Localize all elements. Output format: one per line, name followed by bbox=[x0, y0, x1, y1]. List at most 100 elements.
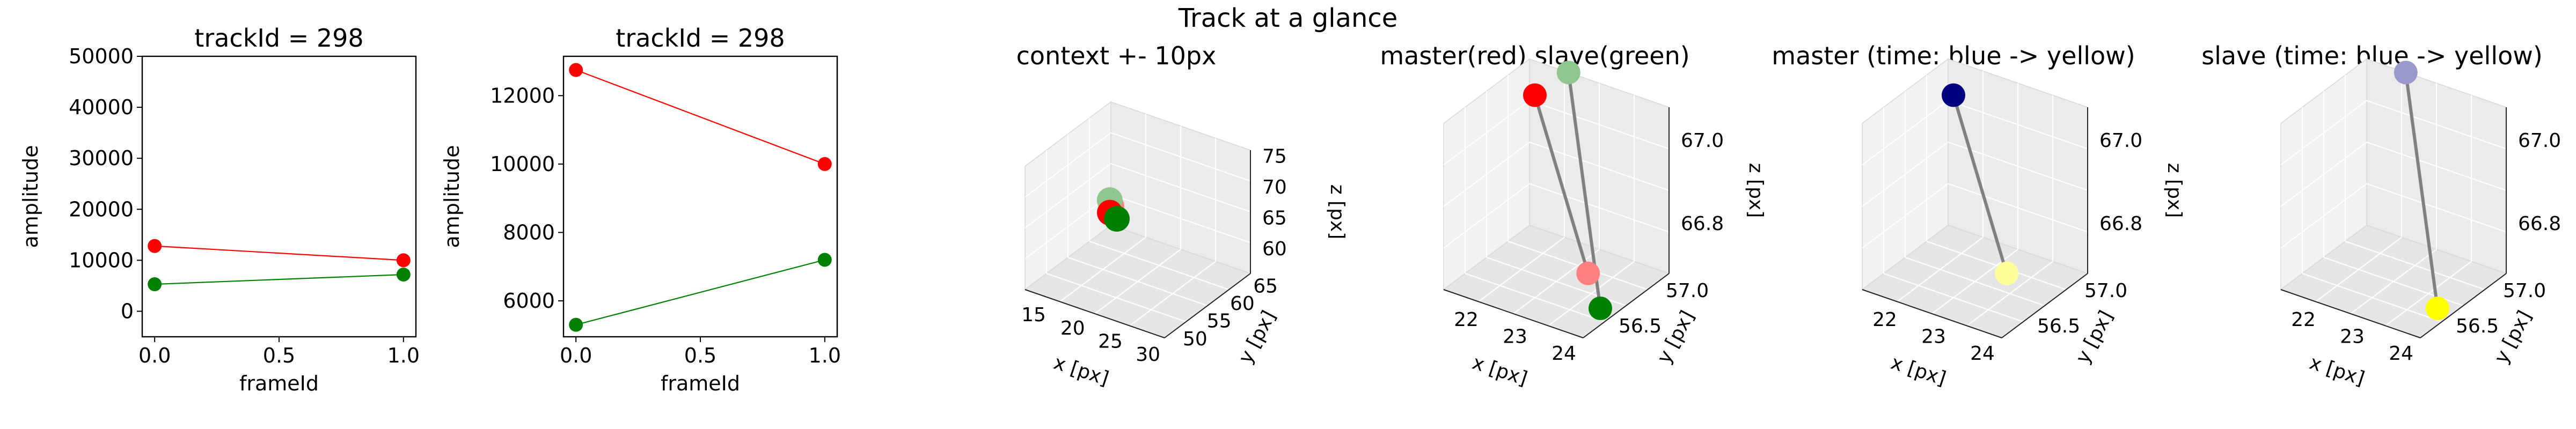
data-point bbox=[1589, 297, 1612, 320]
y-axis-label: amplitude bbox=[19, 145, 42, 248]
z-axis-label: z [px] bbox=[2163, 163, 2185, 218]
grid-line bbox=[2345, 241, 2485, 290]
axis-line bbox=[1164, 273, 1251, 338]
series-line-0 bbox=[575, 69, 825, 165]
grid-line bbox=[2366, 142, 2507, 191]
z-tick-label: 60 bbox=[1262, 238, 1287, 260]
axis-line bbox=[1024, 289, 1165, 338]
y-tick-label: 10000 bbox=[69, 248, 134, 272]
x-axis-label: frameId bbox=[239, 372, 319, 395]
grid-line bbox=[1443, 142, 1530, 207]
z-tick-label: 67.0 bbox=[2099, 130, 2142, 152]
axis-line bbox=[2420, 273, 2507, 338]
x-axis-label: x [px] bbox=[1051, 352, 1111, 390]
y-tick-label: 8000 bbox=[503, 220, 555, 244]
y-tick-label: 57.0 bbox=[1666, 280, 1709, 302]
y-axis-label: y [px] bbox=[1234, 307, 1280, 367]
x-tick-label: 1.0 bbox=[387, 344, 420, 367]
plot-frame bbox=[141, 55, 417, 338]
x-tick-label: 22 bbox=[1872, 309, 1897, 331]
z-tick-label: 65 bbox=[1262, 208, 1287, 230]
y-tick-label: 56.5 bbox=[2037, 315, 2080, 337]
data-point bbox=[2426, 297, 2449, 320]
x-tick-label: 24 bbox=[1970, 343, 1995, 365]
series-line-0 bbox=[155, 245, 404, 261]
x-tick-label: 0.0 bbox=[560, 344, 592, 367]
z-tick-label: 66.8 bbox=[2099, 213, 2142, 235]
grid-line bbox=[1067, 257, 1208, 306]
x-tick-label: 23 bbox=[1921, 326, 1946, 348]
data-point bbox=[396, 267, 411, 282]
grid-line bbox=[1862, 142, 1949, 207]
chart-title: context +- 10px bbox=[1016, 41, 1217, 70]
y-tick-label: 40000 bbox=[69, 95, 134, 119]
grid-line bbox=[2280, 100, 2367, 166]
grid-line bbox=[1024, 132, 1111, 198]
x-tick-label: 20 bbox=[1060, 317, 1085, 339]
data-point bbox=[569, 317, 583, 332]
y-tick-label: 57.0 bbox=[2084, 280, 2127, 302]
z-tick-label: 67.0 bbox=[2518, 130, 2561, 152]
x-tick-label: 22 bbox=[2291, 309, 2316, 331]
y-tick-label: 57.0 bbox=[2503, 280, 2546, 302]
scatter3d-chart-4: master(red) slave(green)22232456.557.066… bbox=[1380, 41, 1767, 390]
data-point bbox=[396, 253, 411, 268]
grid-line bbox=[1507, 241, 1648, 290]
y-tick-label: 60 bbox=[1230, 293, 1255, 315]
grid-line bbox=[1110, 163, 1251, 212]
axis-line bbox=[1443, 289, 1584, 338]
data-point bbox=[1104, 206, 1130, 232]
x-tick-label: 25 bbox=[1098, 331, 1123, 353]
x-tick-label: 22 bbox=[1454, 309, 1479, 331]
grid-line bbox=[1926, 241, 2067, 290]
y-tick-label: 12000 bbox=[490, 84, 555, 107]
y-tick-label: 0 bbox=[121, 299, 134, 323]
grid-line bbox=[2385, 261, 2472, 327]
y-tick-label: 56.5 bbox=[1619, 315, 1662, 337]
grid-line bbox=[1862, 100, 1949, 166]
y-tick-label: 56.5 bbox=[2456, 315, 2499, 337]
z-tick-label: 66.8 bbox=[1681, 213, 1724, 235]
x-axis-label: x [px] bbox=[1469, 352, 1530, 390]
z-axis-label: z [px] bbox=[1745, 163, 1767, 218]
grid-line bbox=[1089, 241, 1230, 290]
data-point bbox=[1995, 261, 2019, 285]
x-tick-label: 23 bbox=[2340, 326, 2365, 348]
line-chart-2: trackId = 298 0.0 0.5 1.0 6000 8000 10000 12000… bbox=[440, 24, 841, 395]
grid-line bbox=[1443, 100, 1530, 166]
x-tick-label: 0.0 bbox=[138, 344, 171, 367]
y-tick-label: 20000 bbox=[69, 197, 134, 221]
data-point bbox=[2394, 61, 2418, 85]
grid-line bbox=[1129, 261, 1216, 327]
data-point bbox=[1523, 83, 1547, 107]
y-tick-label: 6000 bbox=[503, 289, 555, 313]
x-tick-label: 23 bbox=[1503, 326, 1527, 348]
grid-line bbox=[1905, 257, 2045, 306]
x-tick-label: 24 bbox=[2389, 343, 2413, 365]
y-tick-label: 55 bbox=[1207, 310, 1232, 332]
x-axis-label: x [px] bbox=[2307, 352, 2367, 390]
data-point bbox=[569, 63, 583, 77]
x-axis-label: x [px] bbox=[1888, 352, 1949, 390]
y-tick-label: 10000 bbox=[490, 152, 555, 176]
scatter3d-chart-5: master (time: blue -> yellow)22232456.55… bbox=[1772, 41, 2185, 390]
figure-suptitle: Track at a glance bbox=[1178, 3, 1398, 33]
z-tick-label: 67.0 bbox=[1681, 130, 1724, 152]
z-tick-label: 75 bbox=[1262, 146, 1287, 168]
connector-line bbox=[2404, 72, 2439, 309]
chart-title: trackId = 298 bbox=[194, 24, 363, 53]
y-tick-label: 50000 bbox=[69, 45, 134, 68]
x-tick-label: 1.0 bbox=[809, 344, 841, 367]
grid-line bbox=[1024, 163, 1111, 228]
data-point bbox=[148, 239, 162, 253]
z-tick-label: 66.8 bbox=[2518, 213, 2561, 235]
connector-line bbox=[1952, 94, 2009, 274]
z-axis-label: z [px] bbox=[1326, 184, 1348, 240]
axis-line bbox=[1862, 289, 2002, 338]
x-tick-label: 30 bbox=[1136, 344, 1160, 366]
grid-line bbox=[1548, 261, 1635, 327]
x-tick-label: 0.5 bbox=[263, 344, 295, 367]
scatter3d-chart-3: context +- 10px152025305055606560657075x… bbox=[1016, 41, 1348, 390]
axis-line bbox=[2280, 289, 2421, 338]
z-tick-label: 70 bbox=[1262, 176, 1287, 198]
